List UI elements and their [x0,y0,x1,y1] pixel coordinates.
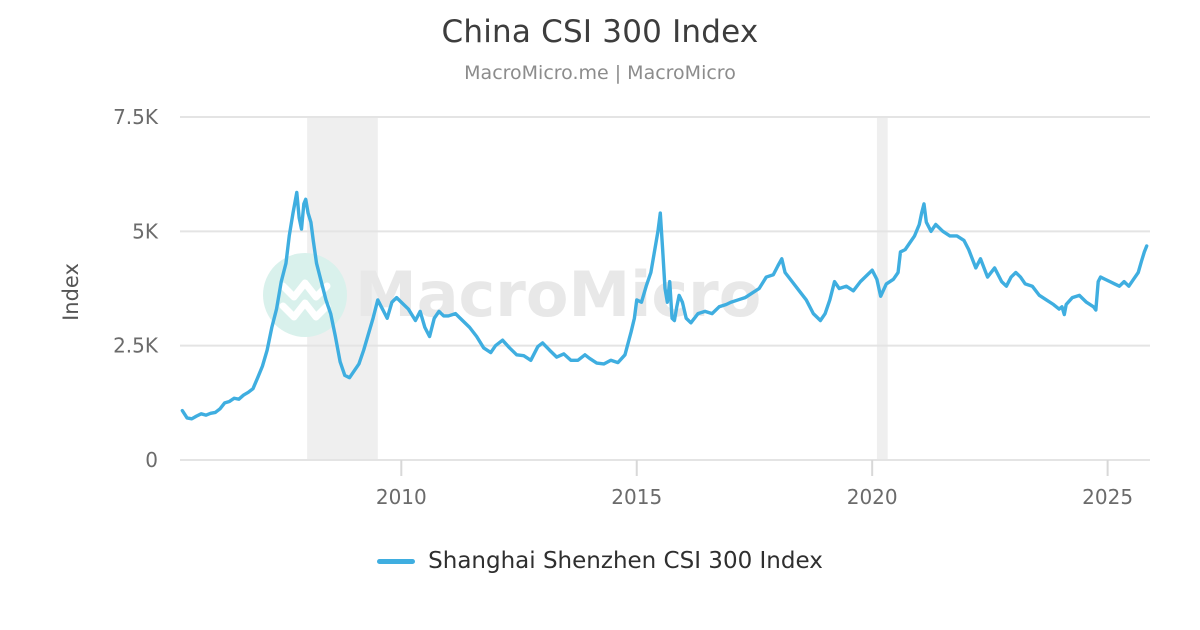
recession-2020 [876,117,888,460]
legend-item-label: Shanghai Shenzhen CSI 300 Index [428,548,823,574]
y-tick-label: 7.5K [113,105,159,129]
y-tick-label: 5K [132,219,159,243]
chart-legend: Shanghai Shenzhen CSI 300 Index [0,548,1200,574]
x-axis-tick-marks [400,460,1109,476]
page-title: China CSI 300 Index [441,14,759,50]
y-tick-label: 0 [145,448,158,472]
x-axis-ticks: 2010 2015 2020 2025 [376,485,1133,509]
x-tick-label: 2025 [1082,485,1133,509]
y-tick-label: 2.5K [113,334,159,358]
series-line-0 [180,190,1149,421]
gridlines-group [180,116,1150,461]
legend-color-swatch [377,558,416,564]
wave-stroke-icon [279,279,331,301]
y-axis-ticks: 0 2.5K 5K 7.5K [113,105,159,472]
x-tick-label: 2010 [376,485,427,509]
series-group [180,190,1149,421]
wave-stroke-lower-icon [279,299,331,321]
chart-subtitle: MacroMicro.me | MacroMicro [464,62,736,84]
x-tick-label: 2015 [611,485,662,509]
legend-item-csi300[interactable]: Shanghai Shenzhen CSI 300 Index [377,548,823,574]
y-axis-label: Index [59,263,83,321]
x-tick-label: 2020 [847,485,898,509]
